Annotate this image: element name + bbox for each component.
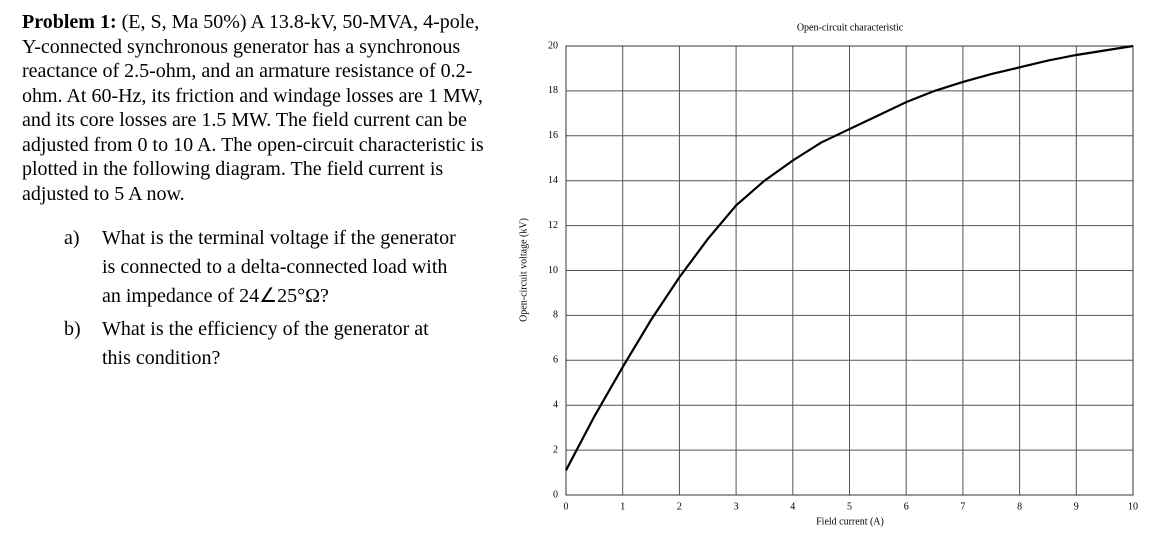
x-tick-label: 8: [1017, 501, 1022, 512]
question-label: b): [64, 318, 81, 340]
question-label: a): [64, 227, 80, 249]
y-tick-label: 14: [548, 175, 558, 186]
question: b) What is the efficiency of the generato…: [22, 315, 484, 373]
y-axis-label: Open-circuit voltage (kV): [518, 218, 529, 322]
y-tick-label: 0: [553, 489, 558, 500]
problem: Problem 1: (E, S, Ma 50%) A 13.8-kV, 50-…: [22, 10, 484, 377]
plot-frame: [565, 45, 1134, 496]
x-tick-label: 6: [904, 501, 909, 512]
x-tick-label: 2: [677, 501, 682, 512]
problem-text: (E, S, Ma 50%) A 13.8-kV, 50-MVA, 4-pole…: [22, 11, 484, 205]
problem-heading: Problem 1:: [22, 11, 117, 33]
y-tick-label: 18: [548, 85, 558, 96]
y-tick-label: 8: [553, 310, 558, 321]
y-tick-label: 12: [548, 220, 558, 231]
question: a) What is the terminal voltage if the ge…: [22, 224, 484, 311]
question-text: What is the efficiency of the generator …: [102, 318, 429, 369]
y-tick-label: 10: [548, 265, 558, 276]
x-tick-label: 1: [620, 501, 625, 512]
y-tick-label: 6: [553, 355, 558, 366]
x-tick-label: 4: [790, 501, 795, 512]
x-tick-label: 0: [564, 501, 569, 512]
y-tick-label: 2: [553, 444, 558, 455]
y-tick-label: 16: [548, 130, 558, 141]
question-text: What is the terminal voltage if the gene…: [102, 227, 456, 307]
x-tick-label: 7: [960, 501, 965, 512]
x-tick-label: 10: [1128, 501, 1138, 512]
y-tick-label: 20: [548, 40, 558, 51]
questions: a) What is the terminal voltage if the ge…: [22, 224, 484, 373]
chart: Open-circuit characteristic Field curren…: [518, 22, 1138, 527]
x-axis-label: Field current (A): [816, 516, 884, 527]
chart-title: Open-circuit characteristic: [797, 22, 904, 33]
x-tick-label: 5: [847, 501, 852, 512]
series-line: [565, 44, 1134, 471]
x-tick-label: 3: [734, 501, 739, 512]
y-tick-label: 4: [553, 399, 558, 410]
x-tick-label: 9: [1074, 501, 1079, 512]
